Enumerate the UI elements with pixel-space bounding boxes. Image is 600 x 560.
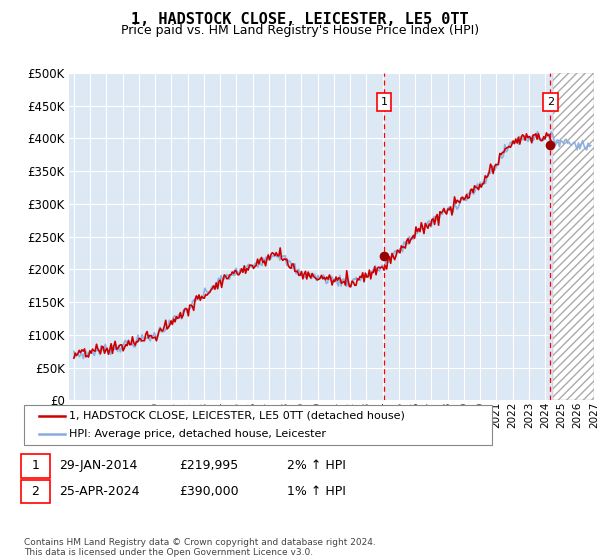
Text: Price paid vs. HM Land Registry's House Price Index (HPI): Price paid vs. HM Land Registry's House … — [121, 24, 479, 36]
Text: £390,000: £390,000 — [179, 485, 238, 498]
Text: £219,995: £219,995 — [179, 459, 238, 473]
Bar — [553, 73, 594, 400]
Text: 25-APR-2024: 25-APR-2024 — [59, 485, 139, 498]
Text: HPI: Average price, detached house, Leicester: HPI: Average price, detached house, Leic… — [69, 430, 326, 439]
Text: Contains HM Land Registry data © Crown copyright and database right 2024.
This d: Contains HM Land Registry data © Crown c… — [24, 538, 376, 557]
Text: 1% ↑ HPI: 1% ↑ HPI — [287, 485, 346, 498]
Text: 2% ↑ HPI: 2% ↑ HPI — [287, 459, 346, 473]
Text: 1, HADSTOCK CLOSE, LEICESTER, LE5 0TT: 1, HADSTOCK CLOSE, LEICESTER, LE5 0TT — [131, 12, 469, 27]
Bar — [553, 73, 594, 400]
Text: 1: 1 — [31, 459, 40, 473]
Text: 2: 2 — [31, 485, 40, 498]
Text: 1: 1 — [380, 97, 388, 108]
Text: 2: 2 — [547, 97, 554, 108]
Text: 1, HADSTOCK CLOSE, LEICESTER, LE5 0TT (detached house): 1, HADSTOCK CLOSE, LEICESTER, LE5 0TT (d… — [69, 411, 405, 421]
Text: 29-JAN-2014: 29-JAN-2014 — [59, 459, 137, 473]
